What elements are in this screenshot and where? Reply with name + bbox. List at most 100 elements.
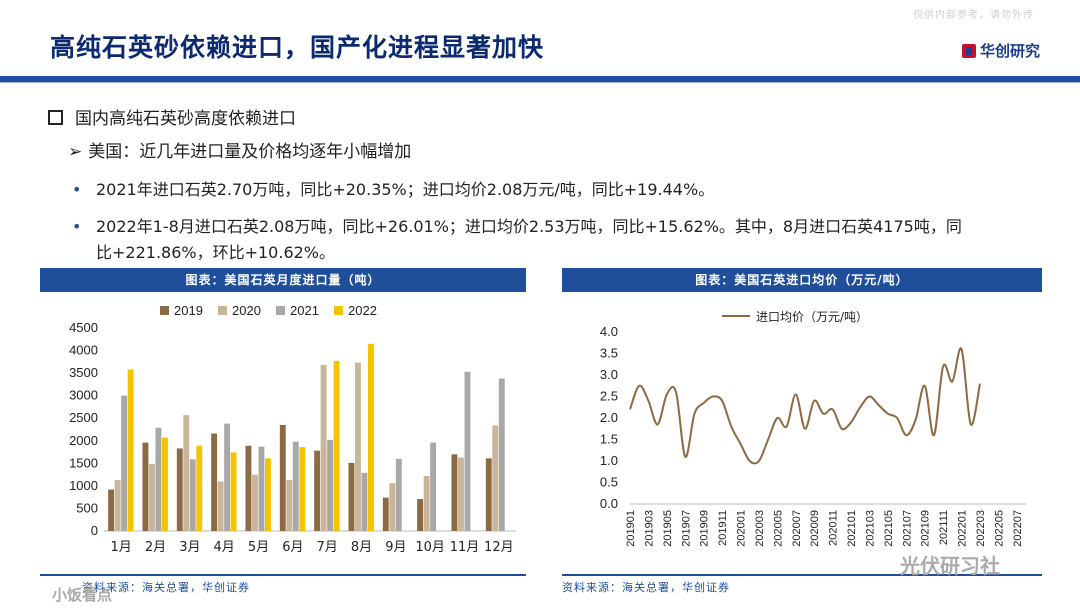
x-tick-label: 4月 <box>214 540 235 555</box>
x-tick-label: 202103 <box>864 510 876 547</box>
bullet-2021: • 2021年进口石英2.70万吨，同比+20.35%；进口均价2.08万元/吨，… <box>72 176 714 200</box>
bar-chart-title: 图表：美国石英月度进口量（吨） <box>40 268 526 292</box>
x-tick-label: 6月 <box>282 540 303 555</box>
x-tick-label: 202005 <box>772 510 784 547</box>
bar-2020-12 <box>492 425 499 531</box>
bar-2020-2 <box>149 463 155 531</box>
x-tick-label: 202105 <box>883 510 895 547</box>
bar-2022-7 <box>333 360 340 531</box>
x-tick-label: 202205 <box>993 510 1005 547</box>
logo-icon <box>961 43 976 58</box>
x-tick-label: 1月 <box>111 540 132 555</box>
x-tick-label: 202001 <box>736 510 748 547</box>
y-tick-label: 0.0 <box>600 496 618 511</box>
y-tick-label: 2500 <box>69 410 98 425</box>
bar-2019-11 <box>451 454 458 531</box>
legend-swatch-2022 <box>334 306 343 315</box>
x-tick-label: 202011 <box>828 510 840 546</box>
source-divider-left <box>40 574 526 576</box>
bar-2019-4 <box>211 433 218 531</box>
x-tick-label: 2月 <box>145 540 166 555</box>
title-divider <box>0 76 1080 82</box>
y-tick-label: 3000 <box>69 388 98 403</box>
import-price-line-chart: 进口均价（万元/吨） 0.0 0.5 1.0 1.5 2.0 2.5 3.0 3.5 4.0 201… <box>600 310 1026 547</box>
bar-2021-5 <box>258 446 265 531</box>
x-tick-label: 202009 <box>809 510 821 547</box>
legend-label-2020: 2020 <box>232 303 261 318</box>
bar-2021-8 <box>361 472 368 531</box>
bar-2022-1 <box>127 369 134 531</box>
x-tick-label: 202007 <box>791 510 803 547</box>
x-tick-label: 10月 <box>415 540 445 555</box>
y-tick-label: 1.5 <box>600 432 618 447</box>
bullet-2022-text-line2: 比+221.86%，环比+10.62%。 <box>96 243 336 262</box>
y-tick-label: 1000 <box>69 478 98 493</box>
y-tick-label: 1500 <box>69 455 98 470</box>
bottom-right-watermark: 光伏研习社 <box>900 554 1000 578</box>
bar-2020-1 <box>114 480 121 531</box>
y-tick-label: 4000 <box>69 343 98 358</box>
bar-2021-11 <box>464 371 471 531</box>
y-tick-label: 2000 <box>69 433 98 448</box>
x-tick-label: 202101 <box>846 510 858 547</box>
y-tick-label: 0 <box>91 523 98 538</box>
bar-2019-2 <box>142 442 149 531</box>
y-tick-label: 1.0 <box>600 453 618 468</box>
monthly-import-bar-chart: 2019 2020 2021 2022 0 500 1000 1500 2000 2500 3000… <box>69 303 516 555</box>
bar-2019-6 <box>279 424 286 531</box>
y-tick-label: 3.0 <box>600 367 618 382</box>
logo-text: 华创研究 <box>979 42 1040 60</box>
bullet-level1-text: 国内高纯石英砂高度依赖进口 <box>75 109 296 129</box>
legend-swatch-2021 <box>276 306 285 315</box>
x-tick-label: 202207 <box>1012 510 1024 547</box>
dot-bullet-icon: • <box>72 217 82 236</box>
bar-2022-5 <box>265 458 271 531</box>
x-tick-label: 202111 <box>938 510 950 545</box>
y-tick-label: 500 <box>76 500 98 515</box>
dot-bullet-icon: • <box>72 180 82 199</box>
x-tick-label: 201903 <box>643 510 655 547</box>
bar-2021-2 <box>155 427 162 531</box>
bar-2020-9 <box>389 483 396 531</box>
bar-2019-12 <box>485 458 492 531</box>
top-watermark: 仅供内部参考，请勿外传 <box>913 10 1034 21</box>
bar-2022-6 <box>299 447 306 531</box>
bar-2022-4 <box>230 452 237 531</box>
bar-2019-7 <box>314 450 321 531</box>
x-tick-label: 202109 <box>920 510 932 547</box>
x-tick-label: 5月 <box>248 540 269 555</box>
bullet-2021-text: 2021年进口石英2.70万吨，同比+20.35%；进口均价2.08万元/吨，同… <box>96 180 715 199</box>
legend-swatch-2019 <box>160 306 169 315</box>
bar-2020-5 <box>252 474 258 531</box>
bar-2022-3 <box>196 445 203 531</box>
bar-2019-3 <box>176 448 183 531</box>
bar-2020-10 <box>423 475 430 531</box>
x-tick-label: 8月 <box>351 540 372 555</box>
y-tick-label: 4500 <box>69 320 98 335</box>
bottom-left-watermark: 小饭看点 <box>52 586 113 604</box>
x-tick-label: 11月 <box>450 540 480 555</box>
y-tick-label: 3.5 <box>600 346 618 361</box>
x-tick-label: 201905 <box>662 510 674 547</box>
legend-swatch-2020 <box>218 306 227 315</box>
y-tick-label: 3500 <box>69 365 98 380</box>
bar-2021-4 <box>224 423 231 531</box>
bullet-2022-text-line1: 2022年1-8月进口石英2.08万吨，同比+26.01%；进口均价2.53万吨… <box>96 217 962 236</box>
legend-label-2019: 2019 <box>174 303 203 318</box>
x-tick-label: 7月 <box>317 540 338 555</box>
bar-2022-8 <box>368 343 374 531</box>
bar-2022-2 <box>162 437 168 531</box>
bar-2020-8 <box>355 362 361 531</box>
source-divider-right <box>562 574 1042 576</box>
source-note-left: 资料来源：海关总署，华创证券 <box>82 581 250 594</box>
bar-2019-10 <box>417 498 424 531</box>
bullet-level1: 国内高纯石英砂高度依赖进口 <box>48 104 296 129</box>
x-tick-label: 201907 <box>680 510 692 547</box>
title-divider-thin <box>0 82 1080 83</box>
line-chart-title: 图表：美国石英进口均价（万元/吨） <box>562 268 1042 292</box>
bar-2020-3 <box>183 415 190 531</box>
page-title: 高纯石英砂依赖进口，国产化进程显著加快 <box>50 33 545 62</box>
bar-2020-4 <box>217 481 224 531</box>
y-tick-label: 2.5 <box>600 389 618 404</box>
arrow-bullet-icon: ➢ <box>68 142 83 162</box>
